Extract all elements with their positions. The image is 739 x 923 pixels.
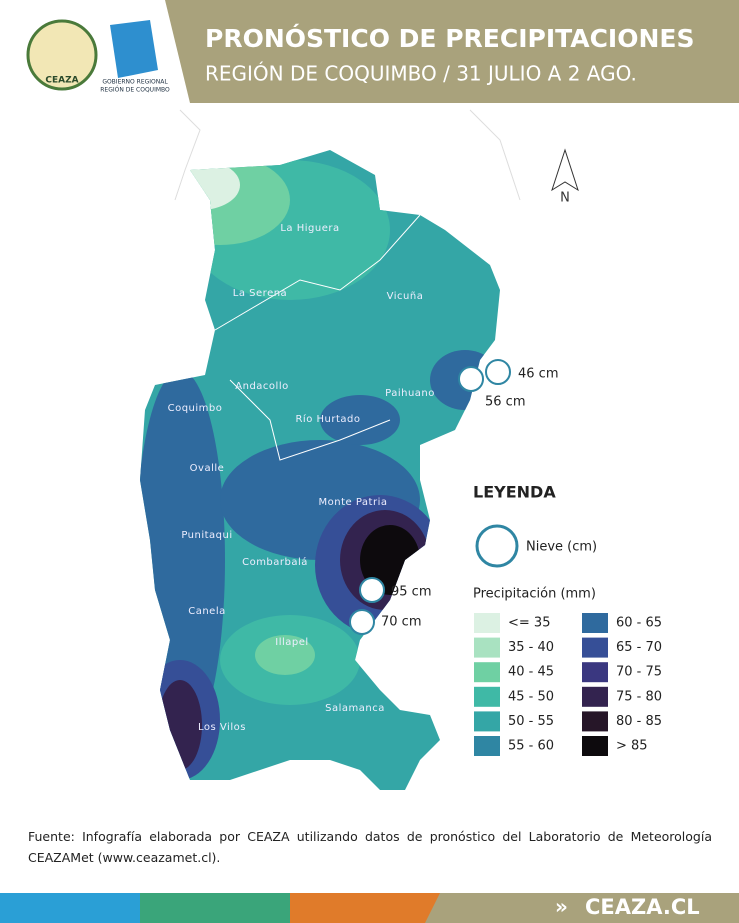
place-label: Punitaqui [181, 530, 232, 541]
place-label: Los Vilos [198, 722, 246, 733]
snow-label: 56 cm [485, 395, 526, 410]
footer-bar [425, 893, 739, 923]
snow-icon [359, 577, 385, 603]
snow-icon [458, 366, 484, 392]
border-line [469, 109, 521, 201]
border-line [214, 214, 421, 331]
legend-swatch [474, 686, 500, 707]
zone [320, 395, 400, 445]
legend-label: 75 - 80 [616, 689, 662, 704]
place-label: La Higuera [280, 223, 339, 234]
header-band [165, 0, 739, 103]
place-label: Salamanca [325, 703, 385, 714]
zone [160, 160, 240, 210]
legend-label: 60 - 65 [616, 616, 662, 631]
snow-icon [475, 524, 519, 568]
place-label: Paihuano [385, 388, 435, 399]
logo-text: REGIÓN DE COQUIMBO [100, 87, 170, 94]
footer-site: CEAZA.CL [585, 895, 700, 919]
footer-bar [0, 893, 140, 923]
place-label: La Serena [233, 288, 287, 299]
legend-swatch [582, 662, 608, 683]
legend-label: <= 35 [508, 616, 550, 631]
north-label: N [560, 191, 570, 206]
zone [255, 635, 315, 675]
place-label: Combarbalá [242, 556, 308, 568]
north-arrow [551, 148, 579, 192]
border-line [229, 379, 391, 461]
ceaza-logo [26, 19, 98, 91]
footer-bar [290, 893, 440, 923]
logo-text: GOBIERNO REGIONAL [102, 79, 168, 86]
gobierno-logo [110, 20, 158, 78]
place-label: Coquimbo [168, 403, 223, 414]
legend-precip-title: Precipitación (mm) [473, 587, 596, 602]
legend-swatch [474, 637, 500, 658]
border-line [174, 109, 201, 201]
place-label: Andacollo [235, 381, 288, 392]
place-label: Río Hurtado [295, 413, 360, 425]
legend-swatch [582, 736, 608, 756]
legend-swatch [474, 662, 500, 683]
subtitle: REGIÓN DE COQUIMBO / 31 JULIO A 2 AGO. [205, 62, 637, 86]
legend-label: 70 - 75 [616, 665, 662, 680]
legend-label: 45 - 50 [508, 689, 554, 704]
snow-label: 95 cm [391, 585, 432, 600]
snow-label: 46 cm [518, 367, 559, 382]
snow-icon [349, 609, 375, 635]
place-label: Monte Patria [319, 497, 388, 508]
legend-swatch [474, 711, 500, 732]
legend-label: 40 - 45 [508, 665, 554, 680]
source-note: Fuente: Infografía elaborada por CEAZA u… [28, 829, 712, 865]
title: PRONÓSTICO DE PRECIPITACIONES [205, 23, 695, 53]
snow-icon [485, 359, 511, 385]
legend-swatch [582, 711, 608, 732]
place-label: Illapel [275, 637, 308, 648]
legend-swatch [582, 686, 608, 707]
legend-label: > 85 [616, 739, 648, 754]
legend-label: 65 - 70 [616, 640, 662, 655]
legend-label: 50 - 55 [508, 714, 554, 729]
place-label: Ovalle [190, 463, 225, 474]
legend-label: 80 - 85 [616, 714, 662, 729]
legend-swatch [582, 613, 608, 633]
legend-title: LEYENDA [473, 483, 556, 502]
logo-text: CEAZA [45, 76, 78, 86]
footer-arrows: » [555, 895, 568, 919]
footer-bar [140, 893, 290, 923]
legend-swatch [474, 613, 500, 633]
snow-label: 70 cm [381, 615, 422, 630]
legend-swatch [474, 736, 500, 756]
precip-map [140, 150, 500, 790]
legend-label: 35 - 40 [508, 640, 554, 655]
legend-snow: Nieve (cm) [526, 540, 597, 555]
legend-label: 55 - 60 [508, 739, 554, 754]
legend-swatch [582, 637, 608, 658]
place-label: Vicuña [387, 291, 424, 302]
zone [158, 680, 202, 770]
place-label: Canela [188, 606, 226, 617]
